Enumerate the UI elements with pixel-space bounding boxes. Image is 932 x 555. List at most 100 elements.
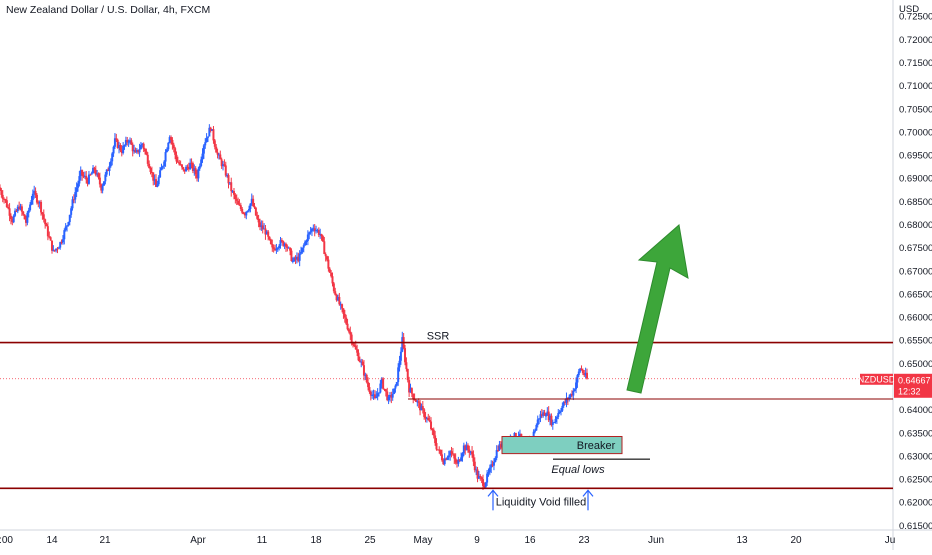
candle-body	[112, 146, 115, 154]
candle-body	[421, 406, 424, 410]
candle-body	[116, 139, 119, 148]
candle-body	[480, 477, 483, 480]
candle-body	[346, 323, 349, 330]
candle-body	[475, 469, 478, 471]
candle-body	[364, 374, 367, 376]
candle-body	[352, 342, 355, 345]
candle-body	[321, 236, 324, 242]
candle-body	[71, 199, 74, 209]
candle-body	[386, 391, 389, 401]
candle-body	[85, 175, 88, 180]
candle-body	[425, 417, 428, 419]
candle-body	[391, 393, 394, 398]
candle-body	[382, 378, 385, 389]
candle-body	[0, 190, 3, 195]
candle-body	[0, 187, 1, 191]
candle-body	[420, 406, 423, 411]
candle-body	[369, 391, 372, 396]
candle-body	[326, 256, 329, 260]
candle-body	[89, 174, 92, 176]
candle-body	[335, 294, 338, 301]
candle-body	[35, 194, 38, 203]
candle-body	[12, 215, 15, 223]
candle-body	[561, 405, 564, 411]
liquidity-arrow-left-icon	[487, 489, 499, 511]
candle-body	[92, 167, 95, 174]
x-tick-label: 18	[310, 535, 322, 546]
candle-body	[185, 166, 188, 172]
candle-body	[451, 453, 454, 455]
candle-body	[491, 464, 494, 466]
candle-body	[532, 431, 535, 440]
candle-body	[495, 450, 498, 458]
candle-body	[102, 181, 105, 186]
candle-body	[347, 329, 350, 332]
candle-body	[119, 145, 122, 151]
candle-body	[250, 198, 253, 204]
candle-body	[554, 418, 557, 423]
candle-body	[562, 401, 565, 406]
candle-body	[575, 382, 578, 390]
candle-body	[172, 144, 175, 149]
breaker-zone	[501, 435, 623, 455]
candle-body	[410, 388, 413, 394]
candle-body	[466, 445, 469, 450]
candle-body	[286, 246, 289, 248]
candle-body	[316, 230, 319, 232]
candle-body	[120, 150, 123, 153]
candle-body	[581, 369, 584, 374]
candle-body	[579, 368, 582, 372]
candle-body	[254, 207, 257, 216]
candle-body	[134, 149, 137, 153]
candle-body	[569, 393, 572, 397]
candle-body	[137, 149, 140, 153]
candle-body	[46, 226, 49, 237]
candle-body	[395, 382, 398, 386]
x-tick-label: Ju	[885, 535, 896, 546]
candle-body	[204, 142, 207, 146]
candle-body	[23, 214, 26, 220]
candle-body	[109, 161, 112, 167]
candle-body	[387, 396, 390, 401]
x-tick-label: 16	[524, 535, 536, 546]
candle-body	[373, 394, 376, 399]
candle-body	[406, 369, 409, 381]
candle-body	[518, 433, 521, 437]
candle-body	[384, 389, 387, 392]
candle-body	[41, 212, 44, 215]
candle-body	[476, 469, 479, 479]
candle-body	[551, 422, 554, 425]
candle-body	[284, 243, 287, 247]
candle-body	[534, 430, 537, 432]
candle-body	[178, 162, 181, 165]
candle-body	[454, 458, 457, 463]
candle-body	[547, 411, 550, 421]
candle-body	[97, 173, 100, 178]
y-tick-label: 0.69500	[899, 151, 932, 162]
candle-body	[320, 233, 323, 237]
candle-body	[479, 476, 482, 478]
candle-body	[290, 250, 293, 262]
candle-body	[52, 249, 55, 251]
candle-body	[298, 253, 301, 261]
y-tick-label: 0.72500	[899, 12, 932, 23]
candle-body	[302, 245, 305, 248]
candle-body	[86, 179, 89, 184]
candle-body	[182, 167, 185, 170]
candle-body	[76, 183, 79, 188]
candle-body	[238, 204, 241, 206]
candle-body	[275, 248, 278, 251]
candle-body	[449, 451, 452, 456]
candle-body	[33, 190, 36, 194]
x-tick-label: 14	[46, 535, 58, 546]
candle-body	[138, 149, 141, 153]
candle-body	[202, 145, 205, 154]
candle-body	[53, 249, 56, 251]
candle-body	[227, 175, 230, 184]
y-tick-label: 0.67000	[899, 266, 932, 277]
candle-body	[440, 454, 443, 461]
candle-body	[131, 144, 134, 152]
candle-body	[142, 143, 145, 150]
candle-body	[269, 239, 272, 245]
